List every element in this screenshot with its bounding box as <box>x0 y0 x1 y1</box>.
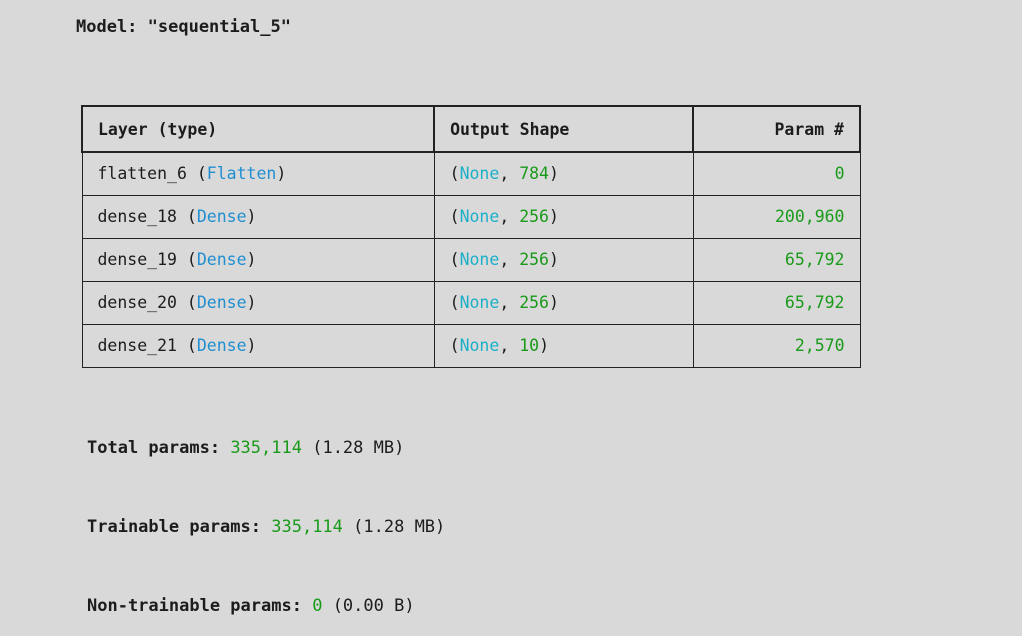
trainable-params-size: (1.28 MB) <box>353 517 446 537</box>
table-row: dense_19 (Dense) (None, 256) 65,792 <box>81 237 861 282</box>
layer-name: dense_19 <box>97 250 177 269</box>
layer-type: Dense <box>196 336 247 355</box>
output-shape-cell: (None, 256) <box>433 237 694 282</box>
trainable-params-label: Trainable params: <box>87 517 261 537</box>
layer-cell: dense_18 (Dense) <box>81 194 435 239</box>
table-row: dense_21 (Dense) (None, 10) 2,570 <box>81 323 861 368</box>
param-count: 65,792 <box>692 237 861 282</box>
layer-cell: dense_19 (Dense) <box>81 237 435 282</box>
output-shape-cell: (None, 256) <box>433 194 694 239</box>
non-trainable-params-size: (0.00 B) <box>332 596 415 616</box>
header-output-shape: Output Shape <box>433 105 695 153</box>
layer-type: Dense <box>196 207 247 226</box>
shape-dim: 256 <box>519 293 549 312</box>
layer-cell: flatten_6 (Flatten) <box>81 151 435 196</box>
non-trainable-params-label: Non-trainable params: <box>87 596 302 616</box>
output-shape-cell: (None, 784) <box>433 151 694 196</box>
layer-cell: dense_21 (Dense) <box>81 323 435 368</box>
shape-batch: None <box>459 207 500 226</box>
header-layer-type: Layer (type) <box>80 105 436 153</box>
shape-dim: 256 <box>519 250 549 269</box>
param-count: 0 <box>692 151 861 196</box>
header-param-count: Param # <box>692 105 861 153</box>
total-params-value: 335,114 <box>230 438 302 458</box>
non-trainable-params-value: 0 <box>312 596 323 616</box>
model-title: Model: "sequential_5" <box>76 17 291 37</box>
layer-cell: dense_20 (Dense) <box>81 280 435 325</box>
table-header-row: Layer (type) Output Shape Param # <box>80 105 861 153</box>
shape-batch: None <box>459 293 500 312</box>
non-trainable-params-line: Non-trainable params: 0 (0.00 B) <box>87 596 415 616</box>
table-row: flatten_6 (Flatten) (None, 784) 0 <box>81 151 861 196</box>
output-shape-cell: (None, 10) <box>433 323 694 368</box>
model-summary-table: Layer (type) Output Shape Param # flatte… <box>80 105 861 368</box>
trainable-params-line: Trainable params: 335,114 (1.28 MB) <box>87 517 445 537</box>
param-count: 65,792 <box>692 280 861 325</box>
layer-name: dense_18 <box>97 207 177 226</box>
total-params-line: Total params: 335,114 (1.28 MB) <box>87 438 404 458</box>
output-shape-cell: (None, 256) <box>433 280 694 325</box>
layer-name: dense_21 <box>97 336 177 355</box>
shape-batch: None <box>459 336 500 355</box>
trainable-params-value: 335,114 <box>271 517 343 537</box>
param-count: 2,570 <box>692 323 861 368</box>
shape-dim: 10 <box>519 336 540 355</box>
shape-batch: None <box>459 164 500 184</box>
table-row: dense_20 (Dense) (None, 256) 65,792 <box>81 280 861 325</box>
shape-dim: 256 <box>519 207 549 226</box>
layer-type: Dense <box>196 293 247 312</box>
table-row: dense_18 (Dense) (None, 256) 200,960 <box>81 194 861 239</box>
total-params-label: Total params: <box>87 438 221 458</box>
total-params-size: (1.28 MB) <box>312 438 405 458</box>
layer-type: Flatten <box>206 164 277 184</box>
layer-name: flatten_6 <box>97 164 187 184</box>
param-count: 200,960 <box>692 194 861 239</box>
shape-batch: None <box>459 250 500 269</box>
layer-name: dense_20 <box>97 293 177 312</box>
shape-dim: 784 <box>519 164 549 184</box>
layer-type: Dense <box>196 250 247 269</box>
